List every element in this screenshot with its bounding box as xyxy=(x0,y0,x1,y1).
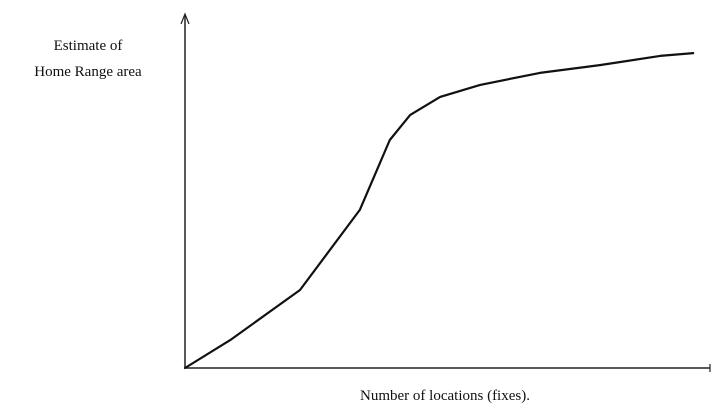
y-axis-label: Home Range area xyxy=(34,64,142,80)
y-axis-label: Estimate of xyxy=(54,38,123,54)
line-series xyxy=(183,52,695,370)
x-axis-label: Number of locations (fixes). xyxy=(360,388,530,404)
y-axis-arrow xyxy=(180,12,190,25)
